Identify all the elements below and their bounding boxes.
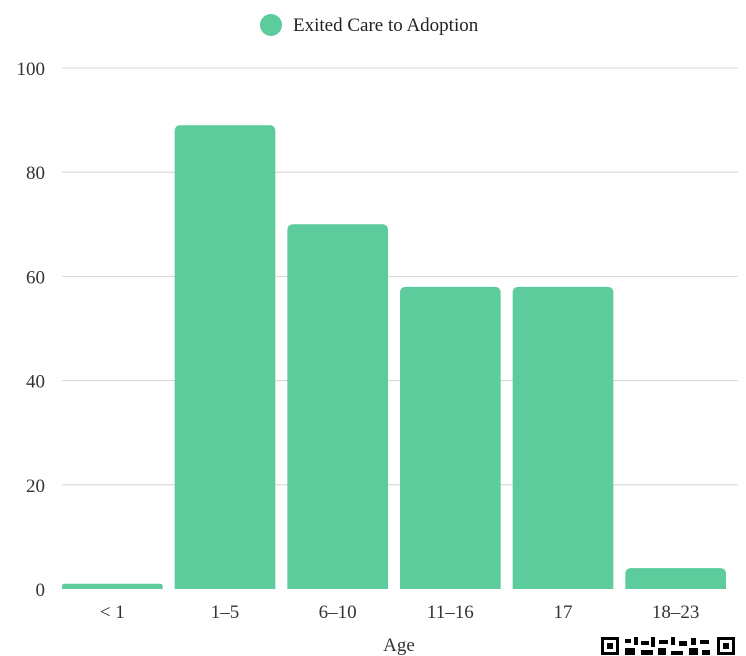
x-tick-label: 17 <box>554 602 573 623</box>
x-tick-label: 11–16 <box>427 602 474 623</box>
legend-label: Exited Care to Adoption <box>293 15 479 36</box>
bars <box>62 125 726 590</box>
y-tick-label: 60 <box>26 267 45 288</box>
y-axis-ticks: 0 20 40 60 80 100 <box>17 59 46 601</box>
y-tick-label: 40 <box>26 372 45 393</box>
bar-2[interactable] <box>287 224 388 590</box>
x-tick-label: 6–10 <box>319 602 357 623</box>
bar-1[interactable] <box>174 125 276 589</box>
bar-3[interactable] <box>400 286 501 589</box>
bar-4[interactable] <box>512 286 614 589</box>
bar-5[interactable] <box>625 568 726 589</box>
x-tick-label: 1–5 <box>211 602 240 623</box>
x-tick-label: 18–23 <box>652 602 700 623</box>
x-axis-title: Age <box>383 635 415 656</box>
legend[interactable]: Exited Care to Adoption <box>260 14 479 36</box>
legend-marker <box>260 14 282 36</box>
qr-code-icon <box>601 637 735 655</box>
x-axis-ticks: < 1 1–5 6–10 11–16 17 18–23 <box>100 602 700 623</box>
y-tick-label: 80 <box>26 163 45 184</box>
y-tick-label: 20 <box>26 476 45 497</box>
y-tick-label: 0 <box>36 580 46 601</box>
x-tick-label: < 1 <box>100 602 125 623</box>
bar-0[interactable] <box>62 583 163 589</box>
y-tick-label: 100 <box>17 59 46 80</box>
